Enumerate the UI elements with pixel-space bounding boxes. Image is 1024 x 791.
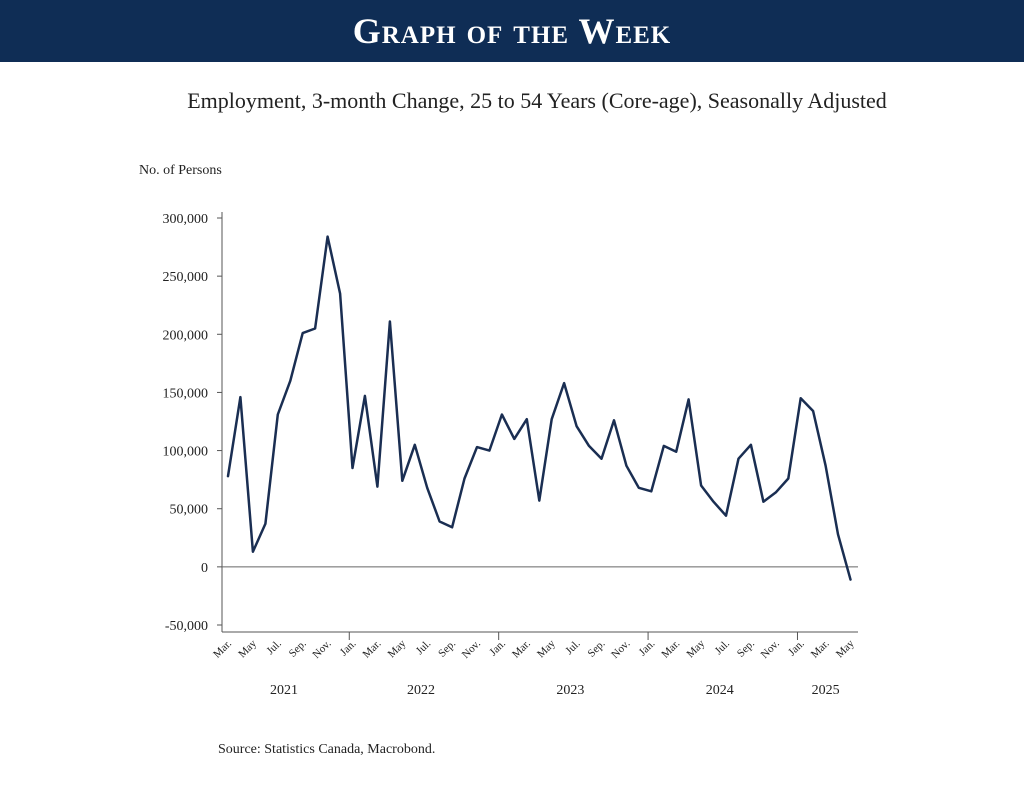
x-month-label: Sep. — [586, 637, 608, 659]
x-month-label: May — [684, 637, 707, 660]
y-tick-label: 300,000 — [163, 212, 209, 227]
banner-title: Graph of the Week — [352, 11, 672, 51]
x-month-label: May — [386, 637, 409, 660]
x-month-label: Sep. — [436, 637, 458, 659]
x-year-label: 2025 — [812, 683, 840, 698]
x-month-label: Mar. — [361, 637, 384, 660]
x-month-label: Jul. — [563, 637, 583, 657]
x-month-label: Jan. — [487, 637, 508, 658]
x-month-label: Jan. — [786, 637, 807, 658]
x-year-label: 2022 — [407, 683, 435, 698]
y-tick-label: 250,000 — [163, 270, 209, 285]
y-tick-label: 100,000 — [163, 445, 209, 460]
chart-title: Employment, 3-month Change, 25 to 54 Yea… — [187, 88, 887, 113]
y-tick-label: 150,000 — [163, 386, 209, 401]
y-tick-label: 200,000 — [163, 328, 209, 343]
x-month-label: May — [236, 637, 259, 660]
x-month-label: Mar. — [211, 637, 234, 660]
y-tick-label: 50,000 — [170, 503, 209, 518]
x-month-label: Mar. — [510, 637, 533, 660]
x-month-label: Mar. — [659, 637, 682, 660]
x-year-label: 2024 — [706, 683, 734, 698]
x-month-label: Jan. — [637, 637, 658, 658]
series-line — [226, 235, 852, 581]
x-month-label: Nov. — [460, 637, 483, 660]
x-month-label: May — [535, 637, 558, 660]
x-month-label: Nov. — [609, 637, 632, 660]
x-month-label: Mar. — [809, 637, 832, 660]
x-month-label: Nov. — [759, 637, 782, 660]
x-month-label: Jul. — [414, 637, 434, 657]
y-tick-label: 0 — [201, 561, 208, 576]
x-month-label: Jul. — [264, 637, 284, 657]
y-tick-label: -50,000 — [165, 619, 208, 634]
x-month-label: Sep. — [287, 637, 309, 659]
x-month-label: May — [834, 637, 857, 660]
x-month-label: Jan. — [338, 637, 359, 658]
banner: Graph of the Week — [0, 0, 1024, 62]
y-axis-label: No. of Persons — [139, 163, 222, 178]
x-month-label: Sep. — [735, 637, 757, 659]
x-month-label: Nov. — [310, 637, 333, 660]
x-year-label: 2021 — [270, 683, 298, 698]
x-year-label: 2023 — [556, 683, 584, 698]
source-note: Source: Statistics Canada, Macrobond. — [218, 742, 436, 757]
x-month-label: Jul. — [713, 637, 733, 657]
